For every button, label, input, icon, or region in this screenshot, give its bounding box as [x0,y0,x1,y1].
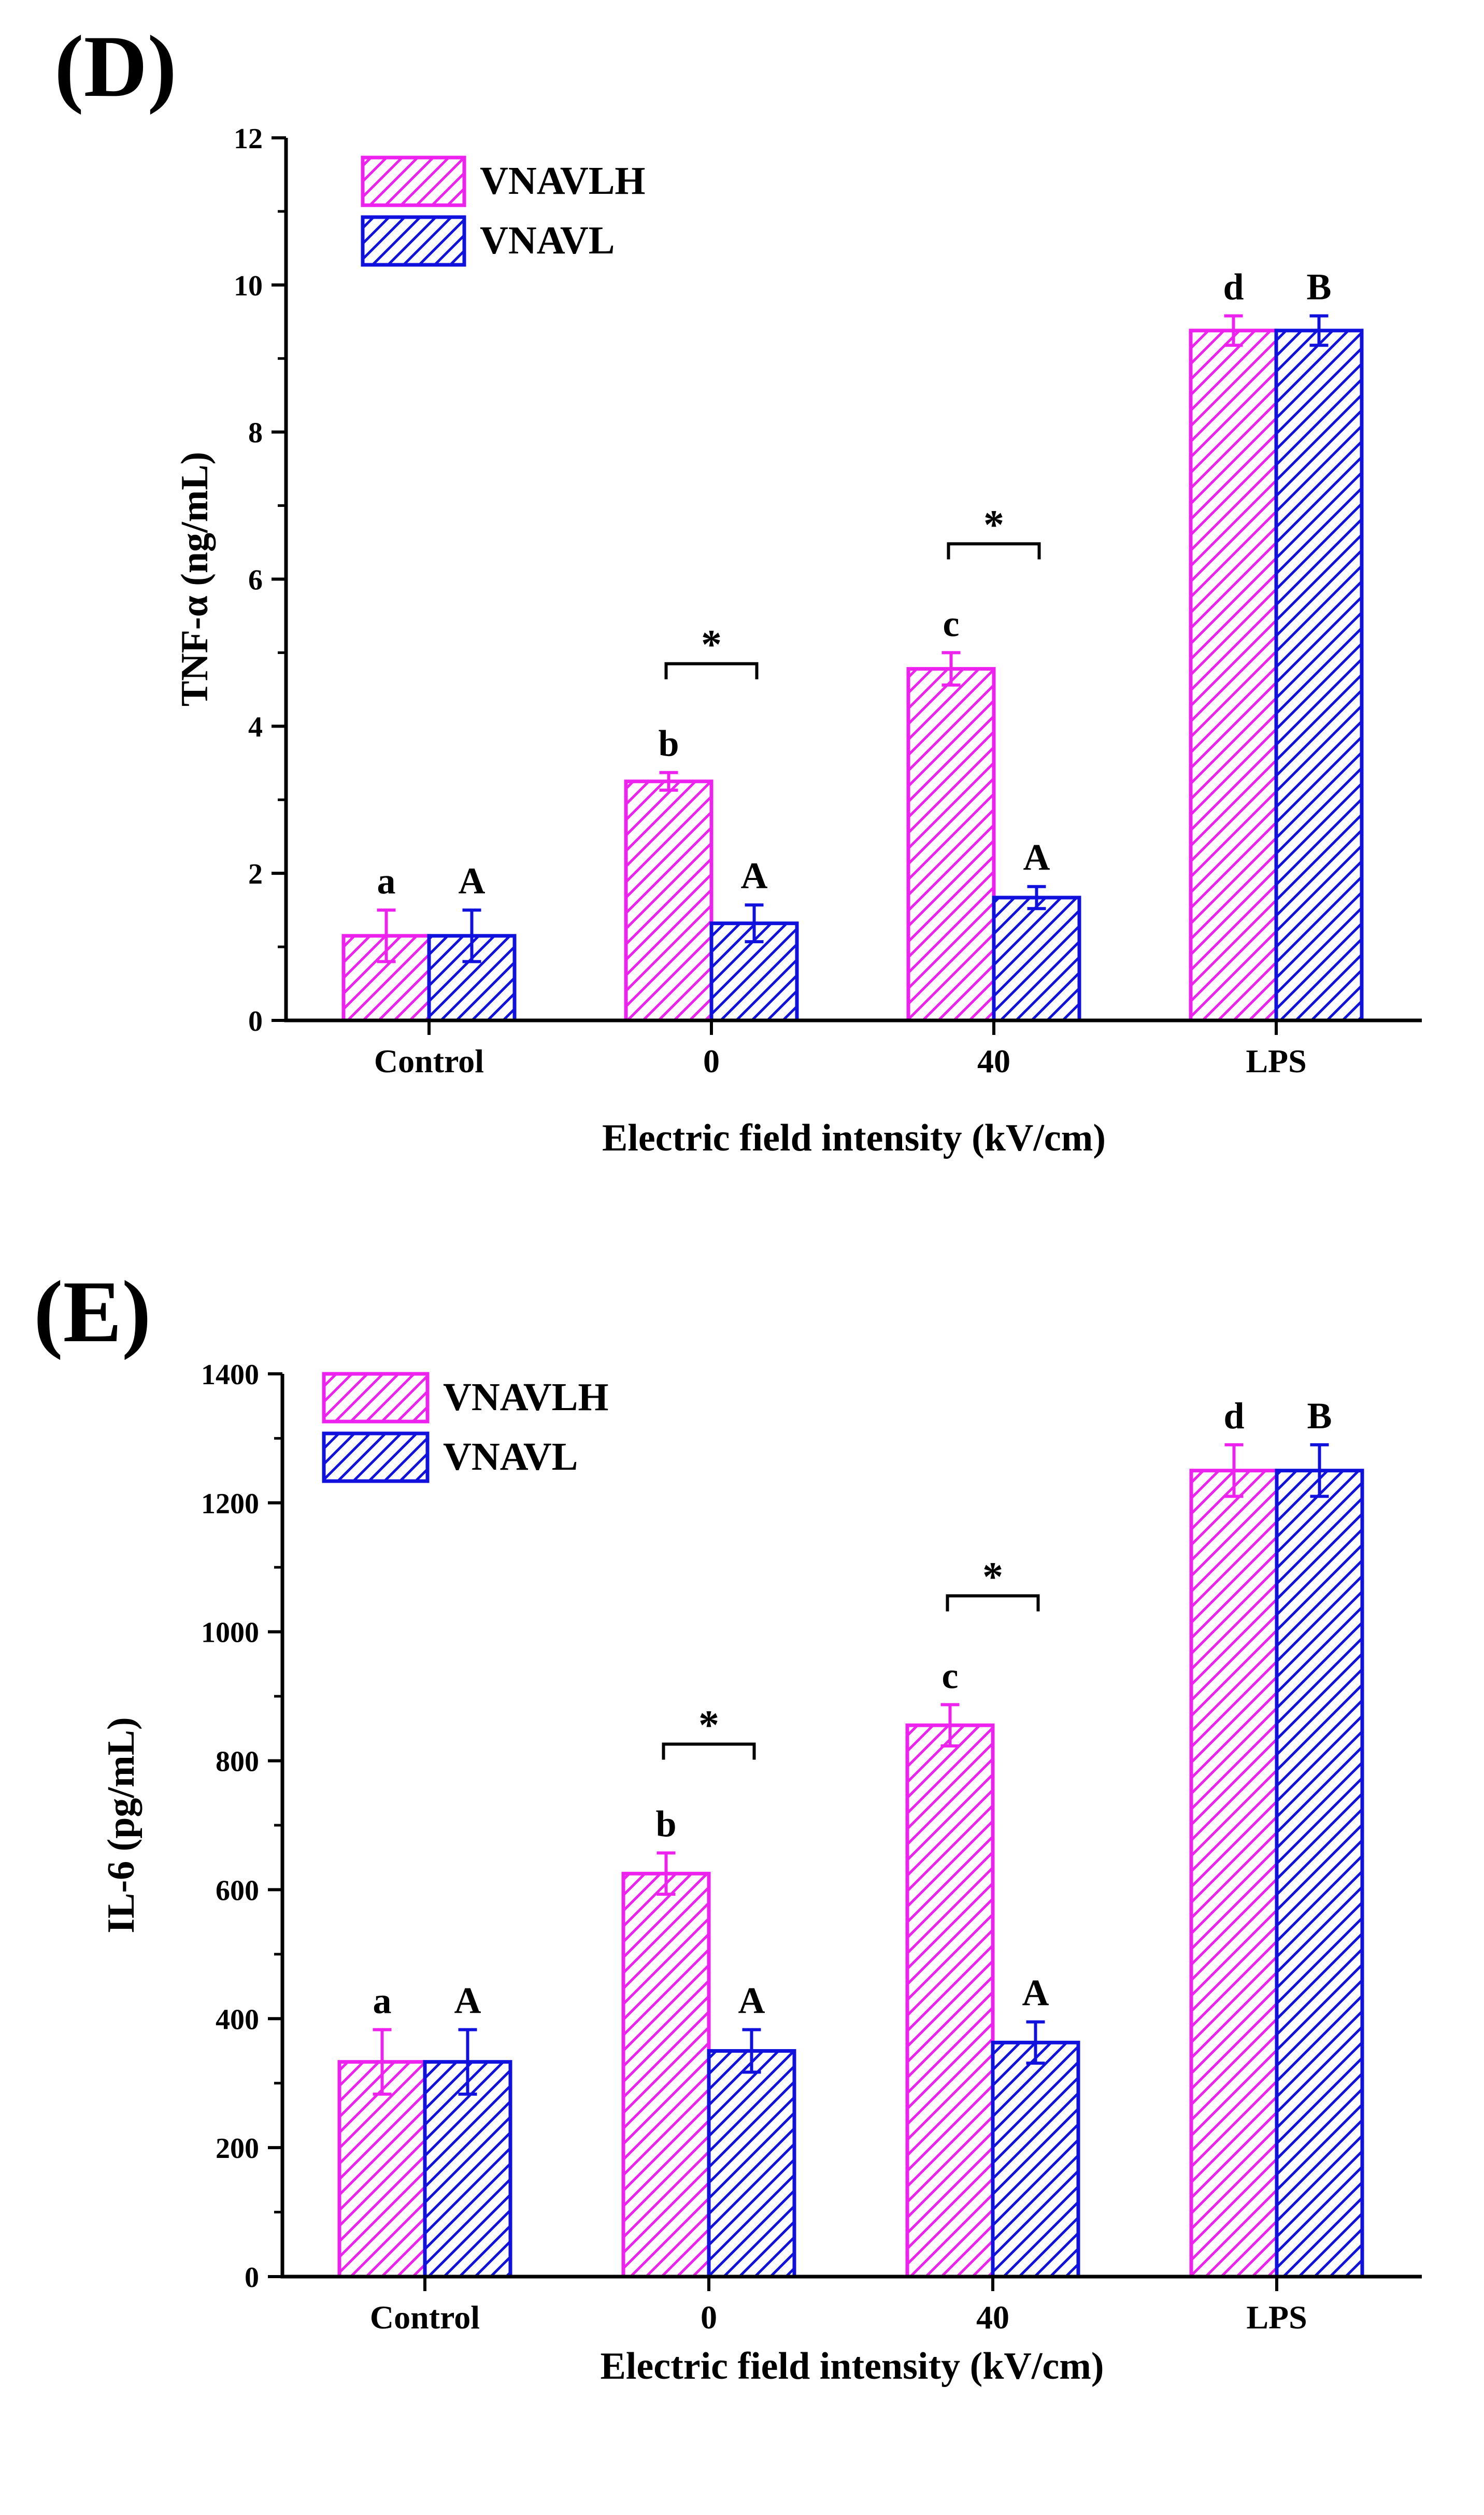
chart2-y-tick-label-1: 200 [216,2133,259,2165]
chart2-legend-label-vnavlh: VNAVLH [443,1375,609,1419]
chart2-error-bar-vnavlh-0 [373,2028,392,2096]
chart2-y-tick-label-0: 0 [245,2262,259,2294]
chart1-significance-star-1: * [983,502,1004,548]
chart1-x-tick-label-1: 0 [703,1043,720,1079]
chart1-bar-vnavl-2 [992,896,1081,1022]
chart1-error-bar-vnavl-1 [745,903,764,944]
chart2-x-tick-label-3: LPS [1246,2299,1307,2336]
chart1-significance-letter-vnavlh-1: b [658,723,679,764]
chart2-bar-vnavl-1 [707,2049,796,2279]
chart1-legend-swatch-vnavlh [361,155,466,207]
chart1-significance-letter-vnavl-0: A [459,860,486,902]
chart2-significance-letter-vnavl-0: A [454,1980,481,2021]
chart2-bar-vnavl-2 [991,2040,1080,2279]
chart1-bar-vnavlh-1 [624,779,714,1022]
chart1-significance-letter-vnavlh-3: d [1223,266,1244,307]
chart2-significance-letter-vnavl-3: B [1307,1395,1332,1437]
chart1-y-tick-label-1: 2 [248,858,263,890]
chart2-error-bar-vnavl-0 [458,2028,477,2096]
chart1-significance-bracket-1 [947,542,1041,560]
chart2-x-tick-label-0: Control [370,2299,480,2336]
chart1-legend-label-vnavlh: VNAVLH [480,159,646,203]
chart1-error-bar-vnavlh-1 [659,771,678,792]
chart2-bar-vnavl-3 [1275,1469,1364,2279]
chart2-significance-bracket-0 [662,1742,756,1760]
chart2-legend-swatch-vnavlh [322,1372,430,1424]
chart1-significance-letter-vnavlh-2: c [943,603,960,644]
chart2-y-tick-label-3: 600 [216,1874,259,1907]
chart2-significance-star-1: * [982,1554,1003,1600]
chart2-y-tick-label-5: 1000 [201,1617,259,1649]
chart2-y-tick-label-7: 1400 [201,1359,259,1391]
chart1-y-tick-label-4: 8 [248,417,263,449]
chart1-error-bar-vnavlh-3 [1224,314,1243,347]
chart2-legend-swatch-vnavl [322,1431,430,1483]
chart2-x-tick-label-1: 0 [701,2299,717,2336]
chart1-significance-letter-vnavl-2: A [1023,837,1050,878]
chart1-error-bar-vnavl-3 [1309,314,1329,347]
chart2-y-tick-label-2: 400 [216,2004,259,2036]
chart2-y-axis-label: IL-6 (pg/mL) [100,1717,142,1933]
chart2-x-axis-label: Electric field intensity (kV/cm) [600,2345,1104,2388]
chart2-significance-star-0: * [698,1703,719,1749]
chart1-y-tick-label-5: 10 [234,270,263,302]
chart2-legend-label-vnavl: VNAVL [443,1435,578,1479]
chart2-error-bar-vnavlh-2 [940,1703,960,1747]
chart1-legend-label-vnavl: VNAVL [480,219,615,262]
chart2-panel-label: (E) [34,1263,151,1360]
chart1-y-tick-label-2: 4 [248,711,263,743]
chart1-x-tick-label-3: LPS [1246,1043,1306,1079]
chart1-y-tick-label-6: 12 [234,123,263,155]
chart2-bar-vnavlh-2 [905,1723,995,2279]
chart1-x-tick-label-2: 40 [977,1043,1010,1079]
chart2-error-bar-vnavlh-3 [1224,1443,1244,1498]
chart2-significance-letter-vnavlh-3: d [1223,1395,1244,1437]
chart1-y-axis-label: TNF-α (ng/mL) [174,452,216,706]
chart2-bar-vnavlh-0 [337,2060,427,2279]
chart1-significance-letter-vnavlh-0: a [377,860,396,902]
chart2-y-tick-label-4: 800 [216,1746,259,1778]
chart2-significance-letter-vnavlh-2: c [942,1655,959,1696]
chart2-bar-vnavlh-3 [1189,1469,1279,2279]
chart1-panel-label: (D) [54,18,177,115]
chart1-significance-star-0: * [701,622,722,668]
chart2-significance-letter-vnavlh-1: b [655,1803,676,1845]
chart2-significance-bracket-1 [946,1594,1040,1612]
chart1-y-tick-label-0: 0 [248,1005,263,1038]
chart2-error-bar-vnavlh-1 [657,1851,676,1896]
chart1-error-bar-vnavl-0 [462,908,481,963]
chart1-error-bar-vnavlh-0 [377,908,396,963]
chart1-y-tick-label-3: 6 [248,564,263,596]
chart2-significance-letter-vnavl-2: A [1022,1972,1049,2014]
chart2-significance-letter-vnavl-1: A [738,1980,765,2021]
chart1-bar-vnavlh-2 [906,667,996,1022]
chart1-x-tick-label-0: Control [374,1043,484,1079]
chart2-y-tick-label-6: 1200 [201,1488,259,1520]
chart1-error-bar-vnavlh-2 [941,651,961,687]
chart1-error-bar-vnavl-2 [1027,885,1046,911]
chart1-significance-letter-vnavl-3: B [1306,266,1331,307]
chart1-bar-vnavl-3 [1274,329,1364,1022]
chart1-significance-letter-vnavl-1: A [741,855,768,897]
chart1-legend-swatch-vnavl [361,215,466,267]
chart2-error-bar-vnavl-2 [1026,2020,1045,2065]
chart2-bar-vnavlh-1 [621,1871,711,2279]
chart1-x-axis-label: Electric field intensity (kV/cm) [602,1117,1106,1159]
chart2-error-bar-vnavl-1 [742,2028,761,2074]
chart2-error-bar-vnavl-3 [1310,1443,1329,1498]
chart1-significance-bracket-0 [664,662,759,679]
chart2-significance-letter-vnavlh-0: a [373,1980,392,2021]
chart1-bar-vnavlh-3 [1189,329,1278,1022]
chart2-x-tick-label-2: 40 [976,2299,1009,2336]
